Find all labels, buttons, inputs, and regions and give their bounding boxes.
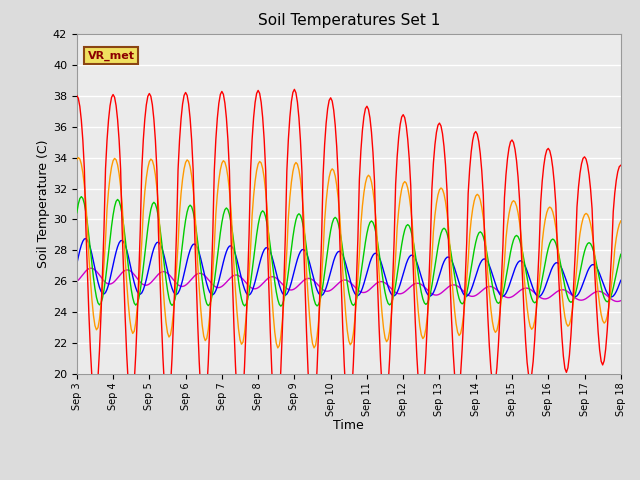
Text: VR_met: VR_met [88, 51, 134, 61]
Title: Soil Temperatures Set 1: Soil Temperatures Set 1 [258, 13, 440, 28]
X-axis label: Time: Time [333, 419, 364, 432]
Y-axis label: Soil Temperature (C): Soil Temperature (C) [37, 140, 50, 268]
